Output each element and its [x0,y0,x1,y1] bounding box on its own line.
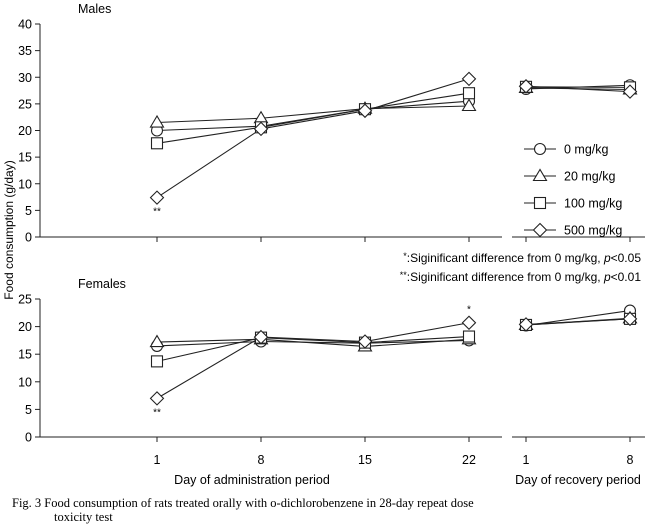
y-tick-label: 25 [18,97,32,111]
legend: 0 mg/kg 20 mg/kg 100 mg/kg 500 mg/kg [524,143,622,238]
point-diamond [357,103,373,119]
legend-item: 100 mg/kg [524,197,622,211]
legend-marker-diamond [532,222,548,238]
y-tick-label: 20 [18,320,32,334]
x-group-title-recovery: Day of recovery period [515,473,641,487]
significance-mark: ** [153,407,161,418]
y-tick-label: 20 [18,124,32,138]
point-triangle [253,110,269,124]
legend-label: 500 mg/kg [564,224,622,238]
note-p: p [603,270,611,284]
significance-note: **:Siginificant difference from 0 mg/kg,… [400,270,642,284]
chart-panels: Males0510152025303540**Females0510152025… [18,2,645,445]
y-tick-label: 25 [18,293,32,307]
x-tick-label: 15 [358,453,372,467]
legend-item: 20 mg/kg [524,168,615,184]
significance-mark: * [467,305,471,316]
x-tick-label: 1 [154,453,161,467]
note-symbol: * [403,251,407,261]
series-line-diamond [525,318,631,325]
y-tick-label: 35 [18,44,32,58]
point-diamond [253,121,269,137]
point-diamond [461,71,477,87]
point-triangle [149,114,165,128]
series-line-triangle [156,105,470,124]
series-line-triangle [156,338,470,348]
legend-marker-triangle [532,168,548,182]
panel-males: Males 0 5 10 15 20 25 30 35 40 ** [18,2,645,245]
point-diamond [622,311,638,327]
point-square [150,137,164,150]
series-line-square [156,92,470,144]
y-axis-title: Food consumption (g/day) [2,160,16,299]
point-diamond [518,79,534,94]
legend-marker-circle [533,142,547,156]
point-triangle [461,98,477,112]
significance-note: *:Siginificant difference from 0 mg/kg, … [403,251,641,265]
x-axis: 1 8 15 22 1 8 Day of administration period Day … [154,453,641,487]
point-square [462,87,476,100]
legend-marker-square [533,196,547,210]
legend-item: 0 mg/kg [524,143,609,157]
point-diamond [518,317,534,332]
note-p: p [603,251,611,265]
series-line-diamond [525,85,631,93]
note-text: :Siginificant difference from 0 mg/kg, [407,270,604,284]
legend-label: 100 mg/kg [564,197,622,211]
series-line-circle [156,339,470,347]
point-diamond [461,315,477,331]
figure-caption: Fig. 3 Food consumption of rats treated … [12,496,642,524]
y-tick-label: 40 [18,18,32,32]
y-tick-label: 15 [18,348,32,362]
x-group-title-administration: Day of administration period [174,473,330,487]
note-symbol: ** [400,270,408,280]
legend-label: 0 mg/kg [564,143,609,157]
point-triangle [149,334,165,348]
point-diamond [149,391,165,406]
point-diamond [622,84,638,99]
panel-title: Females [78,277,126,291]
point-diamond [357,334,373,349]
note-threshold: <0.01 [611,270,642,284]
y-tick-label: 10 [18,177,32,191]
x-tick-label: 1 [523,453,530,467]
series-line-diamond [156,78,470,199]
significance-mark: ** [153,207,161,218]
y-tick-label: 10 [18,375,32,389]
significance-notes: *:Siginificant difference from 0 mg/kg, … [400,251,642,284]
panel-title: Males [78,2,111,16]
point-diamond [149,190,165,205]
point-diamond [253,329,269,345]
y-tick-label: 0 [25,431,32,445]
y-tick-label: 0 [25,231,32,245]
y-tick-label: 5 [25,403,32,417]
series-line-diamond [156,322,470,399]
y-axis-label: Food consumption (g/day) [2,160,16,299]
x-tick-label: 22 [462,453,476,467]
series-line-square [156,335,470,362]
point-square [150,355,164,368]
y-tick-label: 30 [18,71,32,85]
note-threshold: <0.05 [611,251,642,265]
y-tick-label: 15 [18,151,32,165]
y-tick-label: 5 [25,204,32,218]
x-tick-label: 8 [258,453,265,467]
x-tick-label: 8 [627,453,634,467]
legend-item: 500 mg/kg [524,222,622,238]
caption-line-2: toxicity test [54,510,113,524]
point-square [462,330,476,343]
series-line-circle [156,100,470,132]
note-text: :Siginificant difference from 0 mg/kg, [407,251,604,265]
caption-line-1: Fig. 3 Food consumption of rats treated … [12,496,474,510]
legend-label: 20 mg/kg [564,170,615,184]
